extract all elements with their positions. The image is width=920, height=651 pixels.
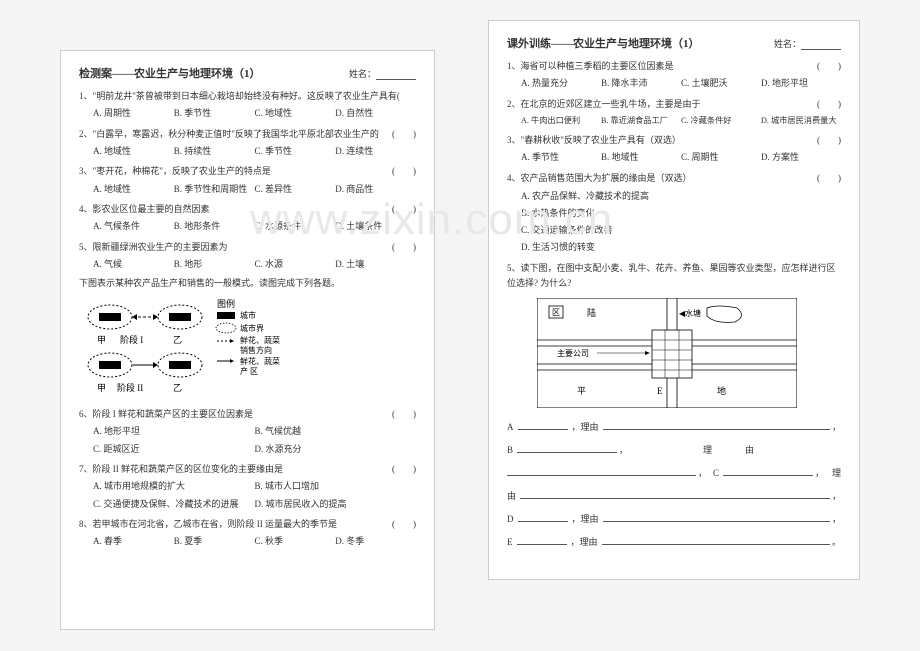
svg-text:城市: 城市 <box>240 310 256 320</box>
q2-opts: A. 地域性B. 持续性C. 季节性D. 连续性 <box>93 144 416 159</box>
q1: 1、"明前龙井"茶曾被带到日本细心栽培却始终没有种好。这反映了农业生产具有( <box>79 89 416 103</box>
svg-text:产 区: 产 区 <box>240 366 258 376</box>
left-title: 检测案——农业生产与地理环境（1） <box>79 65 261 81</box>
svg-text:鲜花、蔬菜: 鲜花、蔬菜 <box>240 356 280 366</box>
q7: 7、阶段 II 鲜花和蔬菜产区的区位变化的主要缘由是( ) <box>79 462 416 476</box>
rq2-opts: A. 牛肉出口便利B. 靠近湖食品工厂C. 冷藏条件好D. 城市居民消费量大 <box>521 114 841 128</box>
q8: 8、若甲城市在河北省，乙城市在省，则阶段 II 运量最大的季节是( ) <box>79 517 416 531</box>
ans-a: A，理由， <box>507 420 841 433</box>
q4: 4、影农业区位最主要的自然因素( ) <box>79 202 416 216</box>
ans-d: D，理由， <box>507 512 841 525</box>
flow-diagram: 甲 阶段 I 乙 甲 阶段 II 乙 图例 城市 城市界 鲜花、蔬菜 销售方向 … <box>85 297 416 399</box>
svg-text:城市界: 城市界 <box>240 323 264 333</box>
q3: 3、"枣开花，种棉花"，反映了农业生产的特点是( ) <box>79 164 416 178</box>
svg-text:乙: 乙 <box>173 383 182 393</box>
q3-opts: A. 地域性B. 季节性和周期性C. 差异性D. 商品性 <box>93 182 416 197</box>
rq1-opts: A. 热量充分B. 降水丰沛C. 土壤肥沃D. 地形平坦 <box>521 76 841 91</box>
rq4: 4、农产品销售范围大为扩展的缘由是（双选）( ) <box>507 171 841 185</box>
rq4-opts: A. 农产品保鲜、冷藏技术的提高 B. 水热条件的变化 C. 交通运输条件的改善… <box>521 188 841 256</box>
q6: 6、阶段 I 鲜花和蔬菜产区的主要区位因素是( ) <box>79 407 416 421</box>
right-name-label: 姓名： <box>774 37 841 50</box>
svg-text:区: 区 <box>552 308 560 317</box>
right-page: 课外训练——农业生产与地理环境（1） 姓名： 1、海省可以种植三季稻的主要区位因… <box>488 20 860 580</box>
svg-text:E: E <box>657 386 663 396</box>
svg-text:水塘: 水塘 <box>685 308 701 318</box>
svg-text:阶段 II: 阶段 II <box>117 382 143 393</box>
q1-opts: A. 周期性B. 季节性C. 地域性D. 自然性 <box>93 106 416 121</box>
q6-opts1: A. 地形平坦B. 气候优越 <box>93 424 416 439</box>
q8-opts: A. 春季B. 夏季C. 秋季D. 冬季 <box>93 534 416 549</box>
rq3: 3、"春耕秋收"反映了农业生产具有（双选）( ) <box>507 133 841 147</box>
svg-text:鲜花、蔬菜: 鲜花、蔬菜 <box>240 335 280 345</box>
rq5: 5、读下图，在图中支配小麦、乳牛、花卉、养鱼、果园等农业类型，应怎样进行区位选择… <box>507 261 841 290</box>
left-page: 检测案——农业生产与地理环境（1） 姓名： 1、"明前龙井"茶曾被带到日本细心栽… <box>60 50 435 630</box>
svg-text:乙: 乙 <box>173 335 182 345</box>
left-name-label: 姓名： <box>349 67 416 80</box>
svg-text:阶段 I: 阶段 I <box>120 334 143 345</box>
svg-text:销售方向: 销售方向 <box>240 345 272 355</box>
q6-opts2: C. 距城区近D. 水源充分 <box>93 442 416 457</box>
map-diagram: 区 陆 ◀水塘 主要公司 平 <box>537 298 841 410</box>
right-title: 课外训练——农业生产与地理环境（1） <box>507 35 700 51</box>
rq3-opts: A. 季节性B. 地域性C. 周期性D. 方案性 <box>521 150 841 165</box>
svg-text:主要公司: 主要公司 <box>557 348 589 358</box>
q5: 5、限新疆绿洲农业生产的主要因素为( ) <box>79 240 416 254</box>
rq2: 2、在北京的近郊区建立一些乳牛场，主要是由于( ) <box>507 97 841 111</box>
svg-text:陆: 陆 <box>587 307 596 318</box>
q7-opts1: A. 城市用地规模的扩大B. 城市人口增加 <box>93 479 416 494</box>
svg-text:甲: 甲 <box>97 383 106 393</box>
svg-text:图例: 图例 <box>217 298 235 309</box>
svg-text:平: 平 <box>577 386 586 396</box>
ans-b: B，理 由 <box>507 443 841 456</box>
q5-opts: A. 气候B. 地形C. 水源D. 土壤 <box>93 257 416 272</box>
rq1: 1、海省可以种植三季稻的主要区位因素是( ) <box>507 59 841 73</box>
svg-text:甲: 甲 <box>97 335 106 345</box>
ans-b2: ，C，理 <box>507 466 841 479</box>
left-title-row: 检测案——农业生产与地理环境（1） 姓名： <box>79 65 416 81</box>
ans-c: 由， <box>507 489 841 502</box>
q7-opts2: C. 交通便捷及保鲜、冷藏技术的进展D. 城市居民收入的提高 <box>93 497 416 512</box>
svg-text:地: 地 <box>717 385 726 396</box>
q2: 2、"白露早，寒露迟，秋分种麦正值时"反映了我国华北平原北部农业生产的( ) <box>79 127 416 141</box>
ans-e: E，理由。 <box>507 535 841 548</box>
stem1: 下图表示某种农产品生产和销售的一般模式。读图完成下列各题。 <box>79 276 416 290</box>
q4-opts: A. 气候条件B. 地形条件C. 水源条件D. 土壤条件 <box>93 219 416 234</box>
right-title-row: 课外训练——农业生产与地理环境（1） 姓名： <box>507 35 841 51</box>
